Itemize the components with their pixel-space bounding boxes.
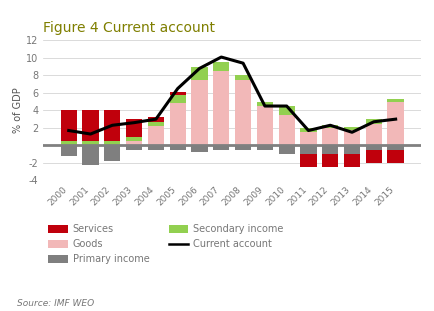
Bar	[126, 119, 142, 137]
Bar	[300, 145, 317, 154]
Bar	[279, 115, 295, 145]
Bar	[82, 141, 99, 145]
Bar	[148, 145, 164, 150]
Bar	[256, 106, 273, 145]
Bar	[213, 145, 230, 150]
Bar	[170, 145, 186, 150]
Legend: Services, Goods, Primary income, Secondary income, Current account: Services, Goods, Primary income, Seconda…	[48, 225, 283, 264]
Bar	[191, 145, 208, 151]
Bar	[388, 99, 404, 102]
Bar	[366, 150, 382, 163]
Bar	[126, 145, 142, 150]
Bar	[235, 145, 251, 150]
Bar	[235, 75, 251, 80]
Bar	[344, 130, 360, 145]
Bar	[322, 128, 339, 145]
Bar	[170, 103, 186, 145]
Bar	[279, 106, 295, 115]
Bar	[148, 122, 164, 126]
Bar	[104, 145, 121, 161]
Bar	[170, 92, 186, 95]
Bar	[170, 95, 186, 103]
Bar	[126, 141, 142, 145]
Bar	[191, 67, 208, 80]
Bar	[148, 118, 164, 122]
Bar	[213, 71, 230, 145]
Bar	[235, 80, 251, 145]
Bar	[213, 62, 230, 71]
Bar	[322, 154, 339, 167]
Bar	[61, 145, 77, 156]
Bar	[322, 125, 339, 128]
Bar	[344, 127, 360, 130]
Bar	[366, 123, 382, 145]
Bar	[256, 145, 273, 150]
Bar	[300, 154, 317, 167]
Bar	[344, 145, 360, 154]
Bar	[191, 80, 208, 145]
Bar	[366, 145, 382, 150]
Bar	[300, 132, 317, 145]
Bar	[279, 145, 295, 154]
Bar	[148, 126, 164, 145]
Bar	[82, 145, 99, 165]
Bar	[82, 110, 99, 141]
Bar	[126, 137, 142, 141]
Bar	[61, 110, 77, 141]
Bar	[388, 150, 404, 163]
Bar	[388, 145, 404, 150]
Text: Figure 4 Current account: Figure 4 Current account	[43, 21, 215, 35]
Y-axis label: % of GDP: % of GDP	[13, 87, 23, 133]
Bar	[256, 102, 273, 106]
Bar	[388, 102, 404, 145]
Bar	[104, 110, 121, 141]
Bar	[104, 141, 121, 145]
Bar	[300, 128, 317, 132]
Text: Source: IMF WEO: Source: IMF WEO	[17, 299, 95, 308]
Bar	[366, 119, 382, 123]
Bar	[322, 145, 339, 154]
Bar	[61, 141, 77, 145]
Bar	[344, 154, 360, 167]
